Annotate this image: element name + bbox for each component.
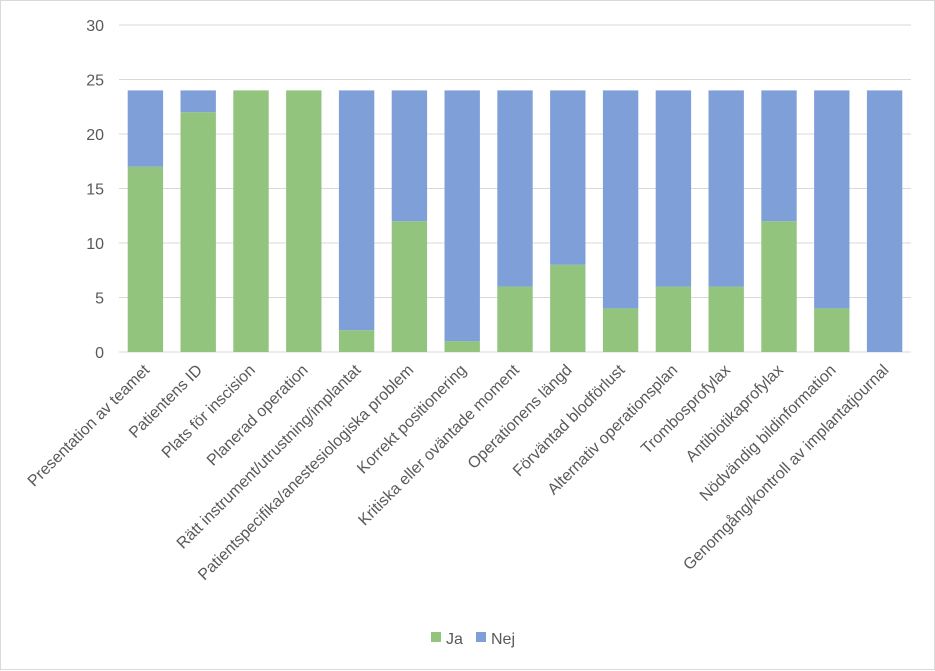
bar-nej-8 bbox=[550, 90, 586, 265]
bar-ja-6 bbox=[444, 341, 480, 352]
x-tick-label: Trombosprofylax bbox=[638, 362, 734, 458]
bar-ja-13 bbox=[814, 308, 850, 352]
bar-ja-12 bbox=[761, 221, 797, 352]
bar-ja-10 bbox=[655, 286, 692, 352]
y-tick-label: 15 bbox=[86, 182, 104, 199]
x-tick-label: Operationens längd bbox=[465, 362, 576, 473]
y-tick-label: 10 bbox=[86, 236, 104, 253]
legend-label-ja: Ja bbox=[446, 631, 463, 648]
bar-nej-4 bbox=[338, 90, 375, 331]
bar-ja-3 bbox=[286, 90, 322, 353]
y-tick-label: 5 bbox=[95, 291, 104, 308]
y-tick-label: 20 bbox=[86, 127, 104, 144]
legend: Ja Nej bbox=[431, 631, 515, 648]
bar-nej-5 bbox=[391, 90, 428, 222]
bar-ja-5 bbox=[391, 221, 428, 352]
legend-swatch-nej bbox=[476, 632, 486, 642]
bar-nej-13 bbox=[814, 90, 850, 309]
y-tick-label: 0 bbox=[95, 345, 104, 362]
x-tick-label: Planerad operation bbox=[204, 362, 312, 470]
y-tick-label: 30 bbox=[86, 18, 104, 35]
bar-nej-9 bbox=[602, 90, 639, 309]
legend-swatch-ja bbox=[431, 632, 441, 642]
bar-ja-4 bbox=[338, 330, 375, 352]
bar-ja-11 bbox=[708, 286, 744, 352]
bar-nej-1 bbox=[180, 90, 216, 113]
bar-nej-12 bbox=[761, 90, 797, 222]
bar-nej-7 bbox=[497, 90, 533, 287]
x-tick-label: Antibiotikaprofylax bbox=[683, 362, 787, 466]
bar-nej-0 bbox=[127, 90, 164, 167]
y-tick-label: 25 bbox=[86, 73, 104, 90]
bar-ja-2 bbox=[233, 90, 269, 353]
bar-ja-9 bbox=[602, 308, 639, 352]
x-tick-label: Rätt instrument/utrustning/implantat bbox=[174, 361, 365, 552]
bar-ja-0 bbox=[127, 166, 164, 352]
bar-nej-10 bbox=[655, 90, 692, 287]
bar-ja-1 bbox=[180, 112, 216, 352]
bar-ja-8 bbox=[550, 264, 586, 352]
bar-nej-6 bbox=[444, 90, 480, 342]
legend-label-nej: Nej bbox=[491, 631, 515, 648]
bar-nej-14 bbox=[866, 90, 903, 353]
bar-ja-7 bbox=[497, 286, 533, 352]
bars bbox=[127, 90, 903, 353]
y-axis-ticks: 0 5 10 15 20 25 30 bbox=[86, 18, 104, 362]
x-tick-label: Plats för inscision bbox=[159, 362, 259, 462]
bar-nej-11 bbox=[708, 90, 744, 287]
